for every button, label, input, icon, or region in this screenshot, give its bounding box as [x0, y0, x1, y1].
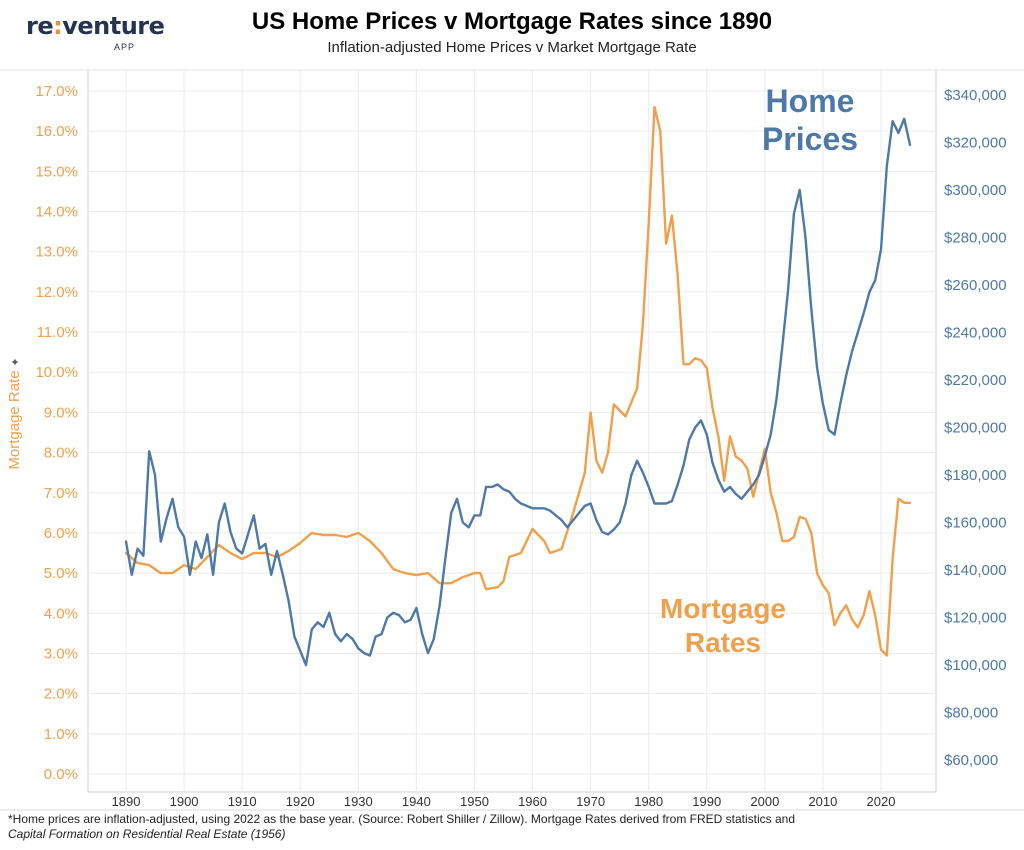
y-left-tick-label: 9.0% — [44, 404, 78, 421]
y-right-tick-label: $80,000 — [944, 705, 998, 722]
y-left-tick-label: 14.0% — [35, 204, 78, 221]
logo-prefix: re — [26, 12, 54, 40]
y-right-tick-label: $100,000 — [944, 657, 1007, 674]
mortgage-series-line — [124, 105, 912, 657]
y-left-tick-label: 8.0% — [44, 445, 78, 462]
y-right-tick-label: $240,000 — [944, 325, 1007, 342]
x-tick-label: 1990 — [692, 794, 721, 809]
home-series-line — [124, 117, 912, 667]
y-right-tick-label: $140,000 — [944, 562, 1007, 579]
y-right-tick-label: $320,000 — [944, 135, 1007, 152]
x-tick-label: 1890 — [112, 794, 141, 809]
y-right-tick-label: $280,000 — [944, 230, 1007, 247]
logo-suffix: venture — [62, 12, 165, 40]
home-annotation-label: Home — [766, 83, 855, 119]
y-left-tick-label: 1.0% — [44, 726, 78, 743]
footnote-line-2: Capital Formation on Residential Real Es… — [8, 827, 1008, 842]
y-right-tick-label: $260,000 — [944, 277, 1007, 294]
logo-colon: : — [53, 12, 63, 40]
x-tick-label: 2020 — [867, 794, 896, 809]
y-right-tick-label: $120,000 — [944, 610, 1007, 627]
y-right-tick-label: $300,000 — [944, 182, 1007, 199]
y-left-tick-label: 0.0% — [44, 766, 78, 783]
y-left-tick-label: 12.0% — [35, 284, 78, 301]
footnote: *Home prices are inflation-adjusted, usi… — [8, 812, 1008, 842]
x-tick-label: 1920 — [286, 794, 315, 809]
x-tick-label: 1980 — [634, 794, 663, 809]
reventure-logo: re:venture APP — [26, 12, 165, 52]
chart-title: US Home Prices v Mortgage Rates since 18… — [251, 8, 773, 35]
mortgage-annotation-label: Mortgage — [660, 593, 786, 624]
x-tick-label: 1910 — [228, 794, 257, 809]
logo-sub: APP — [114, 42, 136, 52]
x-tick-label: 2010 — [808, 794, 837, 809]
x-tick-label: 1930 — [344, 794, 373, 809]
y-right-tick-label: $180,000 — [944, 467, 1007, 484]
x-tick-label: 1970 — [576, 794, 605, 809]
footnote-line-1: *Home prices are inflation-adjusted, usi… — [8, 812, 796, 826]
x-tick-label: 1960 — [518, 794, 547, 809]
y-left-tick-label: 10.0% — [35, 364, 78, 381]
y-left-tick-label: 3.0% — [44, 645, 78, 662]
y-left-tick-label: 7.0% — [44, 485, 78, 502]
y-right-tick-label: $160,000 — [944, 515, 1007, 532]
x-tick-label: 1900 — [170, 794, 199, 809]
y-left-tick-label: 17.0% — [35, 83, 78, 100]
x-tick-label: 1940 — [402, 794, 431, 809]
y-left-axis-label: Mortgage Rate — [6, 370, 23, 469]
y-left-tick-label: 11.0% — [37, 324, 78, 341]
y-right-tick-label: $340,000 — [944, 87, 1007, 104]
y-left-tick-label: 15.0% — [35, 163, 78, 180]
x-tick-label: 2000 — [750, 794, 779, 809]
y-left-tick-label: 2.0% — [44, 686, 78, 703]
mortgage-annotation-label: Rates — [685, 627, 761, 658]
x-tick-label: 1950 — [460, 794, 489, 809]
y-left-axis-label-marker: ✦ — [9, 357, 22, 366]
footnote-source-italic: Capital Formation on Residential Real Es… — [8, 827, 286, 841]
y-right-tick-label: $220,000 — [944, 372, 1007, 389]
y-right-tick-label: $60,000 — [944, 752, 998, 769]
chart-subtitle: Inflation-adjusted Home Prices v Market … — [327, 39, 697, 56]
home-annotation-label: Prices — [762, 121, 858, 157]
y-left-tick-label: 5.0% — [44, 565, 78, 582]
logo-wordmark: re:venture — [26, 12, 165, 40]
y-right-tick-label: $200,000 — [944, 420, 1007, 437]
y-left-tick-label: 6.0% — [44, 525, 78, 542]
y-left-tick-label: 13.0% — [35, 244, 78, 261]
y-left-tick-label: 4.0% — [44, 605, 78, 622]
y-left-tick-label: 16.0% — [35, 123, 78, 140]
